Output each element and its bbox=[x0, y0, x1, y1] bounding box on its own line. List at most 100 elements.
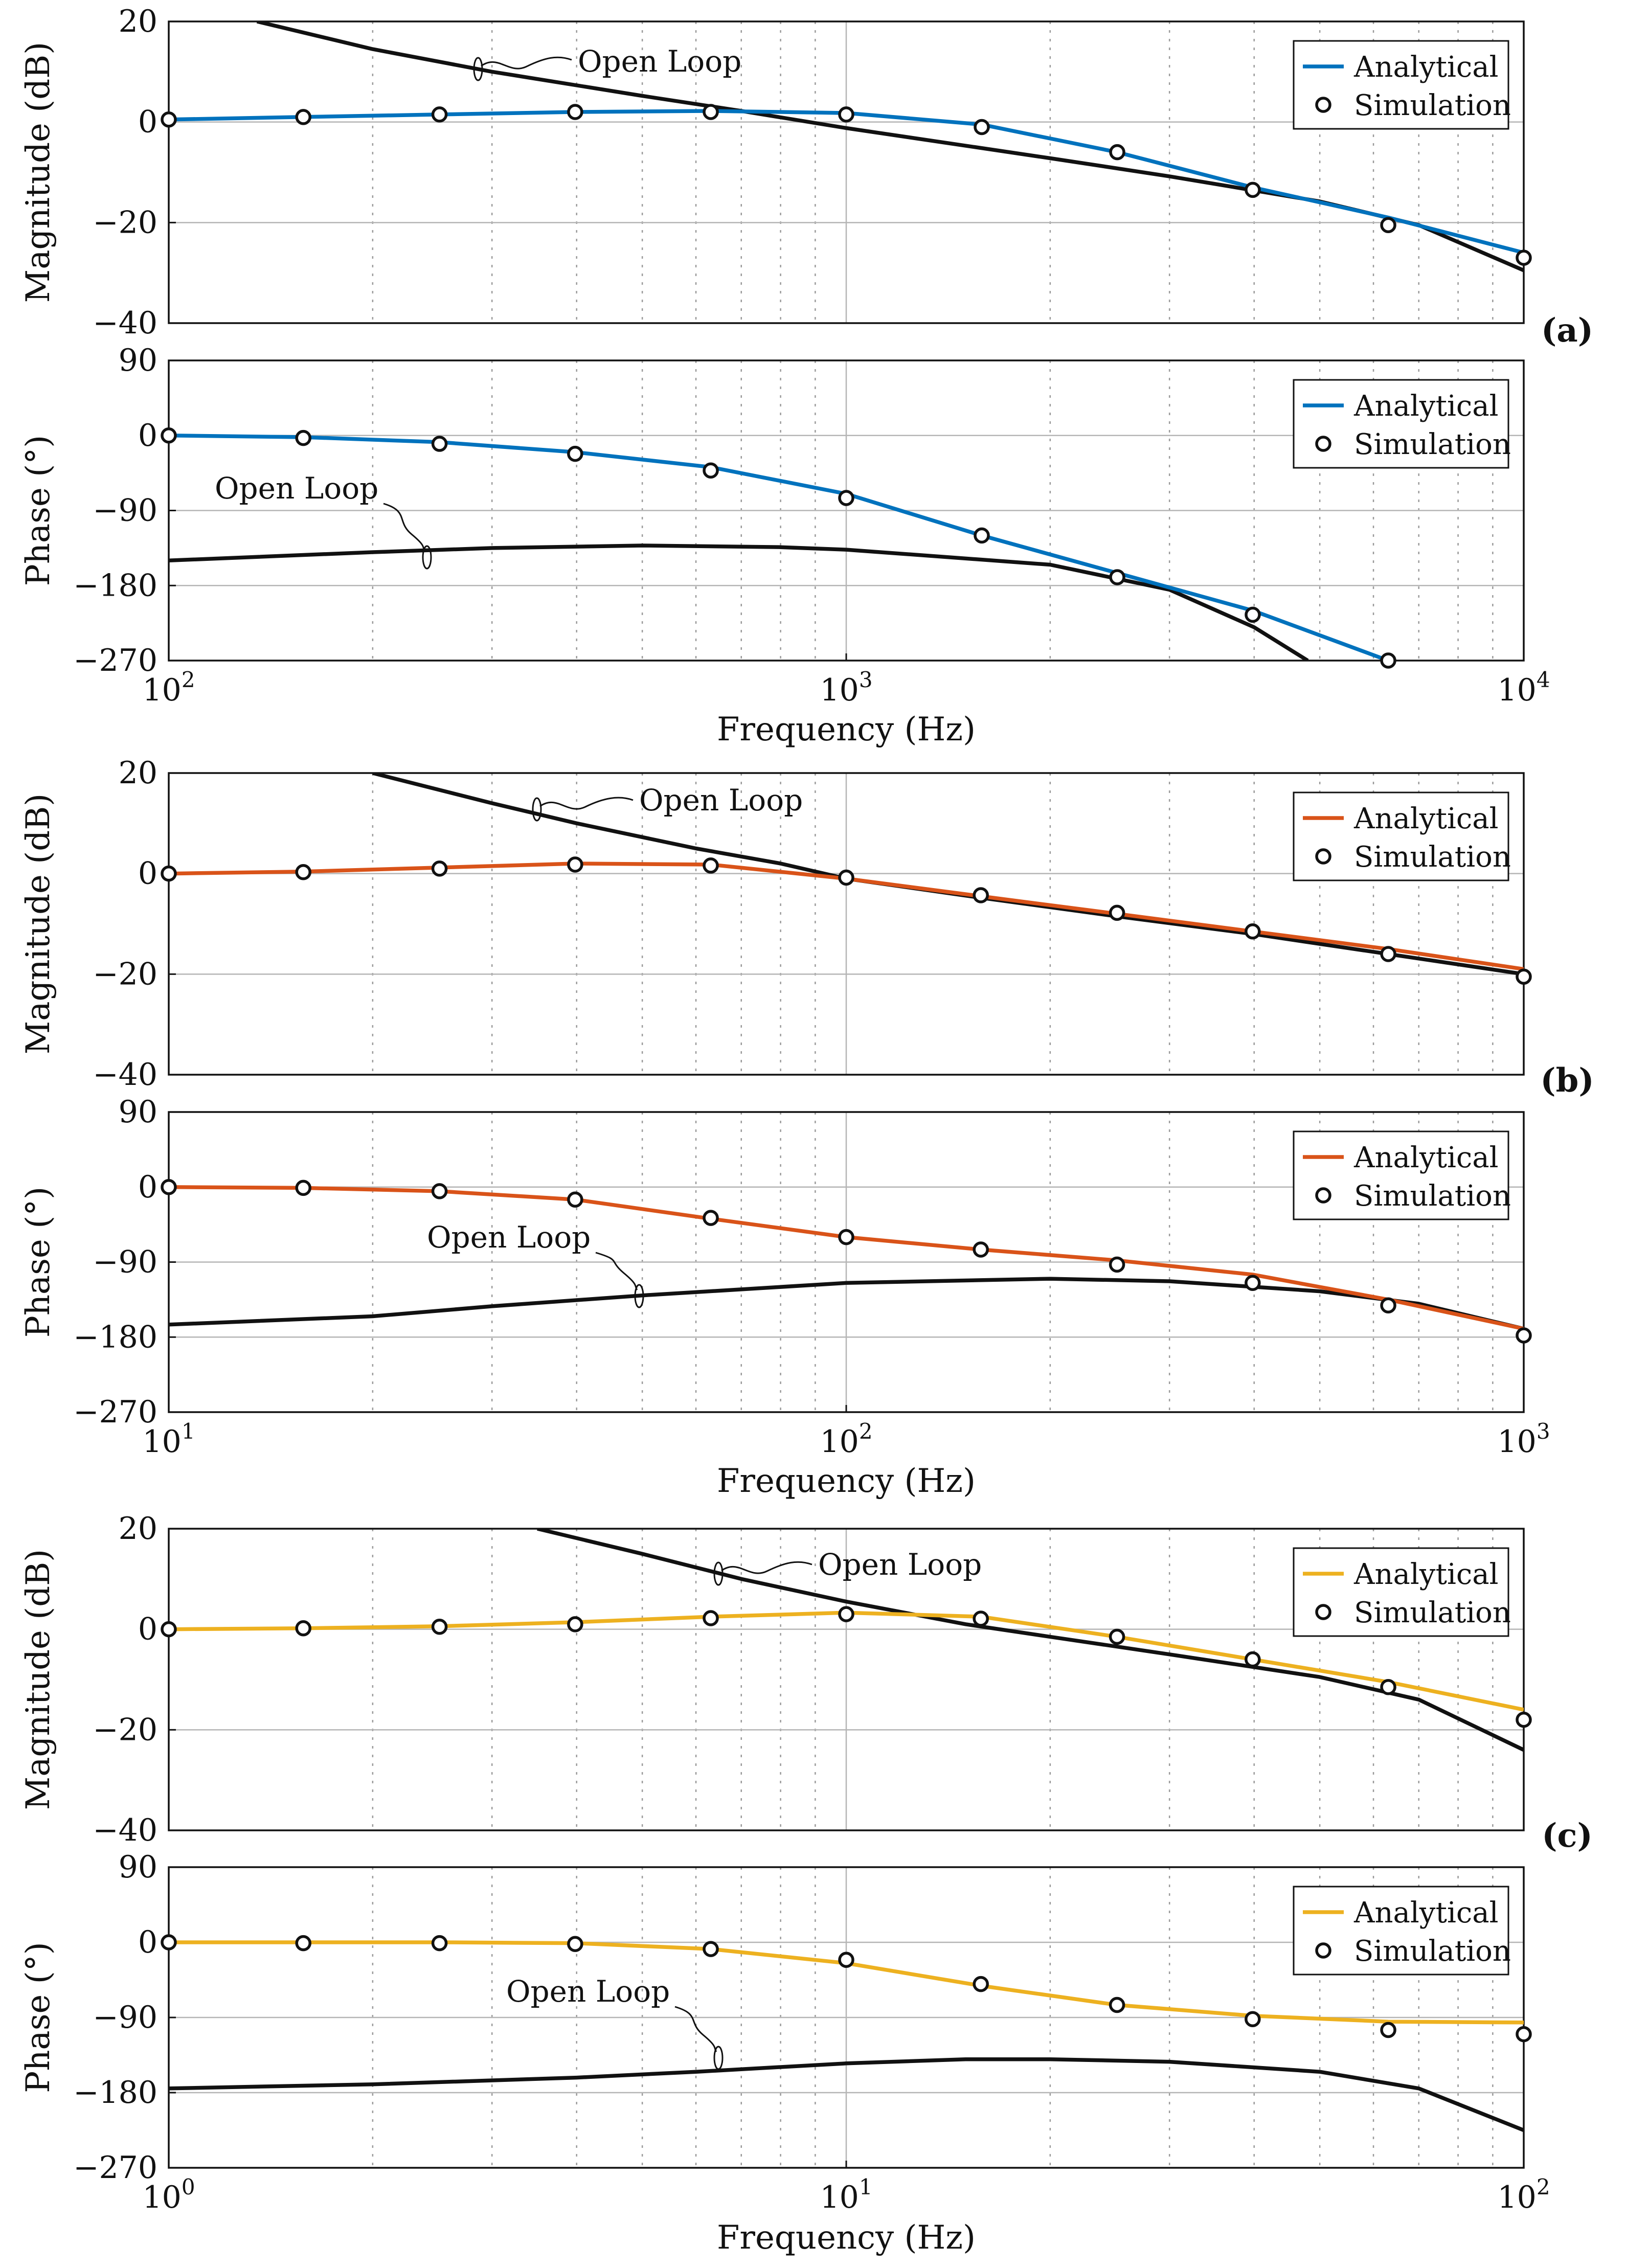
y-tick-label: −270 bbox=[73, 643, 157, 678]
simulation-marker bbox=[1380, 1297, 1396, 1314]
simulation-marker bbox=[1109, 1997, 1125, 2013]
simulation-marker bbox=[703, 1610, 719, 1626]
simulation-marker bbox=[1380, 946, 1396, 962]
simulation-marker bbox=[703, 104, 719, 120]
x-tick-label: 103 bbox=[1497, 1419, 1550, 1460]
x-tick-exponent: 1 bbox=[859, 2174, 873, 2199]
simulation-marker bbox=[1516, 1327, 1532, 1344]
simulation-marker bbox=[838, 1952, 854, 1968]
axes-frame bbox=[168, 1528, 1525, 1831]
x-tick-label: 102 bbox=[1497, 2174, 1550, 2215]
panel-label: (a) bbox=[1541, 311, 1593, 350]
y-tick-label: 0 bbox=[138, 104, 157, 140]
simulation-marker bbox=[973, 887, 989, 903]
simulation-marker bbox=[295, 1935, 311, 1952]
legend-analytical-label: Analytical bbox=[1353, 802, 1499, 835]
simulation-marker bbox=[431, 436, 448, 452]
simulation-marker bbox=[838, 1229, 854, 1245]
x-tick-base: 10 bbox=[1497, 2180, 1536, 2215]
x-tick-exponent: 2 bbox=[182, 667, 195, 692]
y-axis-label: Magnitude (dB) bbox=[19, 793, 57, 1054]
panel-1-phase: 90 0 −90 −180 −270 Phase (°) Open Loop Analytic… bbox=[19, 1094, 1550, 1500]
simulation-marker bbox=[1245, 1275, 1261, 1291]
simulation-marker bbox=[1516, 250, 1532, 266]
y-tick-label: 20 bbox=[119, 4, 157, 39]
simulation-marker bbox=[1516, 2026, 1532, 2043]
y-tick-label: 0 bbox=[138, 1612, 157, 1647]
legend-box bbox=[1293, 40, 1509, 130]
simulation-marker bbox=[1245, 1651, 1261, 1668]
legend-box bbox=[1293, 1130, 1509, 1220]
x-tick-exponent: 3 bbox=[859, 667, 873, 692]
simulation-marker bbox=[295, 109, 311, 125]
x-tick-label: 102 bbox=[142, 667, 195, 708]
legend-analytical-label: Analytical bbox=[1353, 51, 1499, 84]
open-loop-label: Open Loop bbox=[578, 44, 741, 79]
y-axis-label: Phase (°) bbox=[19, 1942, 57, 2093]
open-loop-line bbox=[537, 1529, 1524, 1752]
y-axis-label: Magnitude (dB) bbox=[19, 1549, 57, 1810]
legend-analytical-label: Analytical bbox=[1353, 1558, 1499, 1591]
annotation-ellipse bbox=[713, 1561, 724, 1586]
simulation-marker bbox=[567, 1936, 583, 1953]
y-tick-label: −90 bbox=[93, 2000, 157, 2035]
annotation-leader bbox=[674, 2006, 717, 2052]
panel-label: (b) bbox=[1540, 1061, 1594, 1100]
y-tick-label: −20 bbox=[93, 956, 157, 992]
y-tick-label: −90 bbox=[93, 493, 157, 529]
open-loop-label: Open Loop bbox=[818, 1547, 982, 1582]
annotation-leader bbox=[721, 1561, 812, 1574]
legend-simulation-marker bbox=[1315, 848, 1331, 865]
y-tick-label: 0 bbox=[138, 856, 157, 892]
simulation-marker bbox=[1245, 923, 1261, 940]
x-tick-base: 10 bbox=[820, 672, 859, 708]
legend-simulation-marker bbox=[1315, 1604, 1331, 1620]
y-tick-label: 90 bbox=[119, 1094, 157, 1130]
open-loop-annotation: Open Loop bbox=[215, 471, 432, 570]
y-tick-label: 20 bbox=[119, 755, 157, 791]
annotation-ellipse bbox=[473, 57, 483, 81]
simulation-marker bbox=[1109, 144, 1125, 161]
legend-box bbox=[1293, 1547, 1509, 1637]
simulation-marker bbox=[1245, 182, 1261, 198]
x-tick-exponent: 3 bbox=[1537, 1419, 1550, 1444]
simulation-marker bbox=[703, 1941, 719, 1957]
annotation-leader bbox=[539, 797, 634, 810]
simulation-marker bbox=[431, 860, 448, 877]
legend-simulation-marker bbox=[1315, 436, 1331, 452]
y-tick-label: 90 bbox=[119, 1849, 157, 1885]
panel-label: (c) bbox=[1542, 1817, 1593, 1855]
legend-simulation-marker bbox=[1315, 1942, 1331, 1959]
y-tick-label: −40 bbox=[93, 1812, 157, 1848]
y-axis-label: Phase (°) bbox=[19, 435, 57, 586]
x-tick-exponent: 0 bbox=[182, 2174, 195, 2199]
legend-simulation-label: Simulation bbox=[1354, 428, 1511, 461]
simulation-marker bbox=[1380, 2022, 1396, 2038]
y-tick-label: 20 bbox=[119, 1511, 157, 1547]
legend-simulation-label: Simulation bbox=[1354, 1935, 1511, 1968]
legend-simulation-label: Simulation bbox=[1354, 1180, 1511, 1213]
x-tick-base: 10 bbox=[820, 1424, 859, 1460]
open-loop-label: Open Loop bbox=[639, 783, 803, 818]
x-tick-base: 10 bbox=[142, 1424, 181, 1460]
panel-2-phase: 90 0 −90 −180 −270 Phase (°) Open Loop Analytic… bbox=[19, 1849, 1550, 2257]
panel-2-magnitude: 20 0 −20 −40 Magnitude (dB) Open Loop Analytic… bbox=[19, 1511, 1593, 1855]
open-loop-line bbox=[169, 543, 1309, 661]
y-axis-label: Magnitude (dB) bbox=[19, 42, 57, 303]
simulation-marker bbox=[161, 1179, 177, 1195]
x-tick-exponent: 4 bbox=[1537, 667, 1550, 692]
legend-simulation-marker bbox=[1315, 97, 1331, 113]
y-tick-label: −90 bbox=[93, 1244, 157, 1280]
simulation-marker bbox=[1109, 1628, 1125, 1645]
simulation-marker bbox=[1516, 1711, 1532, 1728]
y-tick-label: 0 bbox=[138, 1169, 157, 1205]
x-tick-exponent: 1 bbox=[182, 1419, 195, 1444]
open-loop-label: Open Loop bbox=[506, 1974, 670, 2009]
simulation-marker bbox=[295, 864, 311, 880]
annotation-ellipse bbox=[422, 545, 432, 570]
simulation-marker bbox=[973, 1976, 989, 1992]
simulation-marker bbox=[161, 427, 177, 444]
open-loop-line bbox=[169, 2057, 1524, 2132]
annotation-leader bbox=[595, 1252, 638, 1290]
axes-frame bbox=[168, 772, 1525, 1076]
